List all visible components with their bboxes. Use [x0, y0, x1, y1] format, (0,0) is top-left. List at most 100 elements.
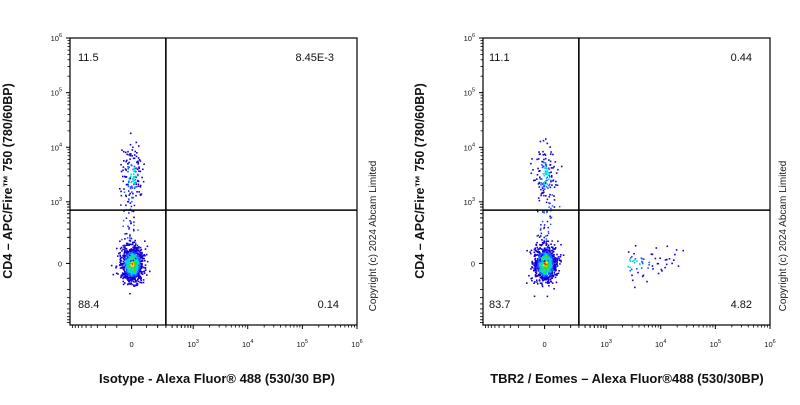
event-dot [543, 270, 545, 272]
event-dot [553, 256, 555, 258]
event-dot [134, 278, 136, 280]
event-dot [543, 263, 546, 266]
event-dot [136, 152, 138, 154]
event-dot [555, 281, 558, 284]
event-dot [654, 257, 657, 260]
event-dot [550, 167, 553, 169]
event-dot [542, 260, 545, 263]
event-dot [124, 251, 127, 254]
event-dot [553, 260, 555, 263]
event-dot [138, 276, 140, 278]
event-dot [135, 194, 137, 197]
event-dot [137, 268, 140, 271]
event-dot [124, 266, 126, 268]
event-dot [122, 175, 124, 178]
event-dot [133, 266, 136, 269]
event-dot [135, 183, 137, 186]
event-dot [133, 284, 135, 286]
event-dot [545, 277, 547, 279]
event-dot [537, 264, 539, 267]
event-dot [117, 273, 119, 275]
event-dot [550, 171, 552, 173]
event-dot [640, 257, 643, 259]
event-dot [536, 262, 538, 265]
event-dot [643, 258, 645, 260]
event-dot [126, 183, 129, 186]
event-dot [550, 174, 553, 177]
event-dot [546, 277, 548, 280]
event-dot [127, 256, 129, 259]
event-dot [125, 204, 127, 207]
event-dot [548, 284, 550, 287]
event-dot [139, 186, 142, 188]
event-dot [550, 269, 552, 271]
event-dot [121, 250, 123, 252]
event-dot [122, 257, 125, 260]
event-dot [542, 258, 545, 260]
event-dot [543, 257, 546, 260]
event-dot [553, 288, 555, 290]
event-dot [126, 153, 128, 156]
event-dot [134, 272, 136, 274]
event-dot [132, 250, 134, 253]
event-dot [539, 229, 542, 231]
event-dot [137, 183, 140, 186]
event-dot [542, 242, 545, 245]
event-dot [528, 274, 530, 277]
event-dot [534, 179, 536, 182]
event-dot [634, 245, 637, 247]
event-dot [560, 243, 562, 246]
event-dot [544, 248, 547, 251]
event-dot [124, 233, 126, 235]
event-dot [641, 261, 644, 263]
event-dot [125, 265, 127, 267]
event-dot [543, 279, 546, 281]
event-dot [134, 256, 137, 259]
event-dot [534, 258, 536, 261]
event-dot [549, 258, 552, 261]
event-dot [553, 165, 555, 168]
event-dot [540, 257, 543, 259]
event-dot [536, 267, 538, 270]
event-dot [538, 248, 540, 250]
event-dot [121, 256, 123, 259]
event-dot [541, 284, 543, 286]
event-dot [548, 254, 551, 257]
event-dot [554, 268, 556, 270]
event-dot [120, 267, 123, 269]
event-dot [133, 285, 135, 287]
event-dot [120, 170, 123, 173]
event-dot [137, 157, 140, 159]
event-dot [641, 262, 644, 265]
event-dot [140, 254, 142, 257]
event-dot [130, 173, 132, 176]
event-dot [133, 256, 135, 259]
event-dot [553, 195, 555, 197]
event-dot [125, 169, 127, 171]
event-dot [131, 272, 133, 274]
event-dot [551, 272, 553, 274]
event-dot [549, 202, 551, 205]
event-dot [135, 155, 138, 158]
event-dot [119, 264, 121, 267]
event-dot [128, 265, 131, 268]
event-dot [651, 253, 654, 256]
axis-ticks: 0 103 104 105 106 0 103 104 105 106 [51, 33, 363, 349]
event-dot [120, 204, 122, 206]
event-dot [545, 164, 548, 166]
event-dot [542, 279, 544, 282]
event-dot [124, 168, 127, 170]
event-dot [544, 162, 547, 164]
event-dot [537, 183, 540, 185]
event-dot [130, 267, 133, 270]
event-dot [642, 274, 645, 277]
event-dot [134, 242, 137, 244]
event-dot [123, 191, 126, 193]
event-dot [137, 258, 140, 260]
event-dot [140, 278, 142, 280]
event-dot [553, 271, 556, 274]
event-dot [142, 168, 144, 171]
event-dot [112, 273, 115, 276]
y-tick-label: 103 [464, 197, 475, 207]
event-dot [140, 272, 143, 275]
